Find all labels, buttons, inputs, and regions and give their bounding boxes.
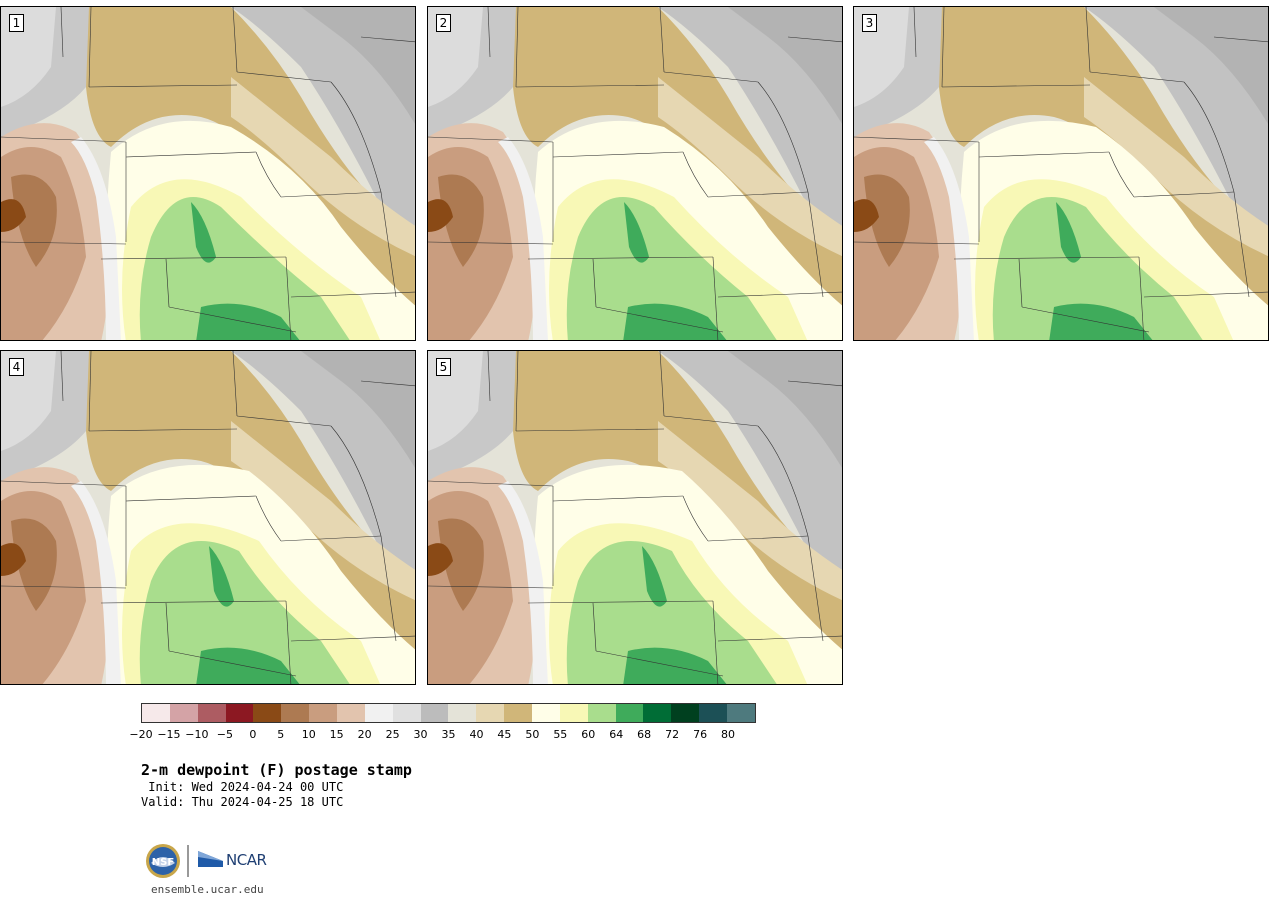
colorbar-swatch <box>309 704 338 722</box>
chart-title: 2-m dewpoint (F) postage stamp <box>141 761 412 779</box>
member-map-4: 4 <box>0 350 416 685</box>
panel-number-1: 1 <box>9 14 24 32</box>
colorbar-ticks: −20 −15 −10 −5 0 5 10 15 20 25 30 35 40 45 50 55 60 64 68 7… <box>129 728 756 742</box>
colorbar-tick-label: 10 <box>301 728 316 741</box>
colorbar-tick-label: 35 <box>441 728 456 741</box>
panel-number-5: 5 <box>436 358 451 376</box>
colorbar-tick-label: 64 <box>609 728 624 741</box>
dewpoint-map-2 <box>428 7 842 340</box>
panel-number-4: 4 <box>9 358 24 376</box>
colorbar-tick-label: 50 <box>525 728 540 741</box>
dewpoint-map-5 <box>428 351 842 684</box>
colorbar-tick-label: 20 <box>357 728 372 741</box>
colorbar-swatch <box>142 704 170 722</box>
colorbar-swatch <box>281 704 310 722</box>
colorbar-tick-label: 72 <box>665 728 680 741</box>
init-time: Init: Wed 2024-04-24 00 UTC <box>141 780 344 794</box>
colorbar-tick-label: 40 <box>469 728 484 741</box>
colorbar-swatch <box>476 704 505 722</box>
colorbar-tick-label: 0 <box>249 728 257 741</box>
colorbar-swatch <box>532 704 560 722</box>
panel-number-2: 2 <box>436 14 451 32</box>
member-map-3: 3 <box>853 6 1269 341</box>
colorbar-tick-label: 45 <box>497 728 512 741</box>
nsf-text: NSF <box>152 857 174 868</box>
member-map-5: 5 <box>427 350 843 685</box>
colorbar-swatch <box>197 704 226 722</box>
member-map-1: 1 <box>0 6 416 341</box>
colorbar-tick-label: −5 <box>216 728 233 741</box>
ncar-text: NCAR <box>226 851 267 869</box>
colorbar-swatch <box>420 704 449 722</box>
colorbar-swatch <box>225 704 254 722</box>
colorbar-swatch <box>671 704 700 722</box>
colorbar-tick-label: 30 <box>413 728 428 741</box>
ncar-logo-icon <box>198 851 223 867</box>
colorbar-swatch <box>643 704 672 722</box>
colorbar-swatch <box>615 704 644 722</box>
colorbar-tick-label: −10 <box>185 728 209 741</box>
colorbar-tick-label: −20 <box>129 728 153 741</box>
colorbar-swatch <box>504 704 533 722</box>
colorbar-swatch <box>392 704 421 722</box>
colorbar-tick-label: 25 <box>385 728 400 741</box>
colorbar-tick-label: −15 <box>157 728 181 741</box>
dewpoint-map-3 <box>854 7 1268 340</box>
colorbar-swatch <box>559 704 588 722</box>
colorbar-tick-label: 55 <box>553 728 568 741</box>
colorbar-swatch <box>337 704 365 722</box>
colorbar-swatch <box>169 704 198 722</box>
colorbar-swatch <box>364 704 393 722</box>
colorbar-tick-label: 60 <box>581 728 596 741</box>
colorbar-swatch <box>448 704 477 722</box>
logos: NSF <box>146 844 223 878</box>
colorbar-tick-label: 15 <box>329 728 344 741</box>
dewpoint-map-1 <box>1 7 415 340</box>
member-map-2: 2 <box>427 6 843 341</box>
colorbar-swatch <box>587 704 616 722</box>
valid-time: Valid: Thu 2024-04-25 18 UTC <box>141 795 344 809</box>
colorbar-swatch <box>727 704 755 722</box>
colorbar-swatch <box>699 704 728 722</box>
colorbar-tick-label: 5 <box>277 728 285 741</box>
site-url: ensemble.ucar.edu <box>151 883 264 896</box>
nsf-logo-icon: NSF <box>146 844 180 878</box>
colorbar <box>141 703 756 723</box>
colorbar-tick-label: 80 <box>721 728 736 741</box>
dewpoint-map-4 <box>1 351 415 684</box>
colorbar-tick-label: 76 <box>693 728 708 741</box>
colorbar-tick-label: 68 <box>637 728 652 741</box>
panel-number-3: 3 <box>862 14 877 32</box>
colorbar-swatch <box>253 704 282 722</box>
